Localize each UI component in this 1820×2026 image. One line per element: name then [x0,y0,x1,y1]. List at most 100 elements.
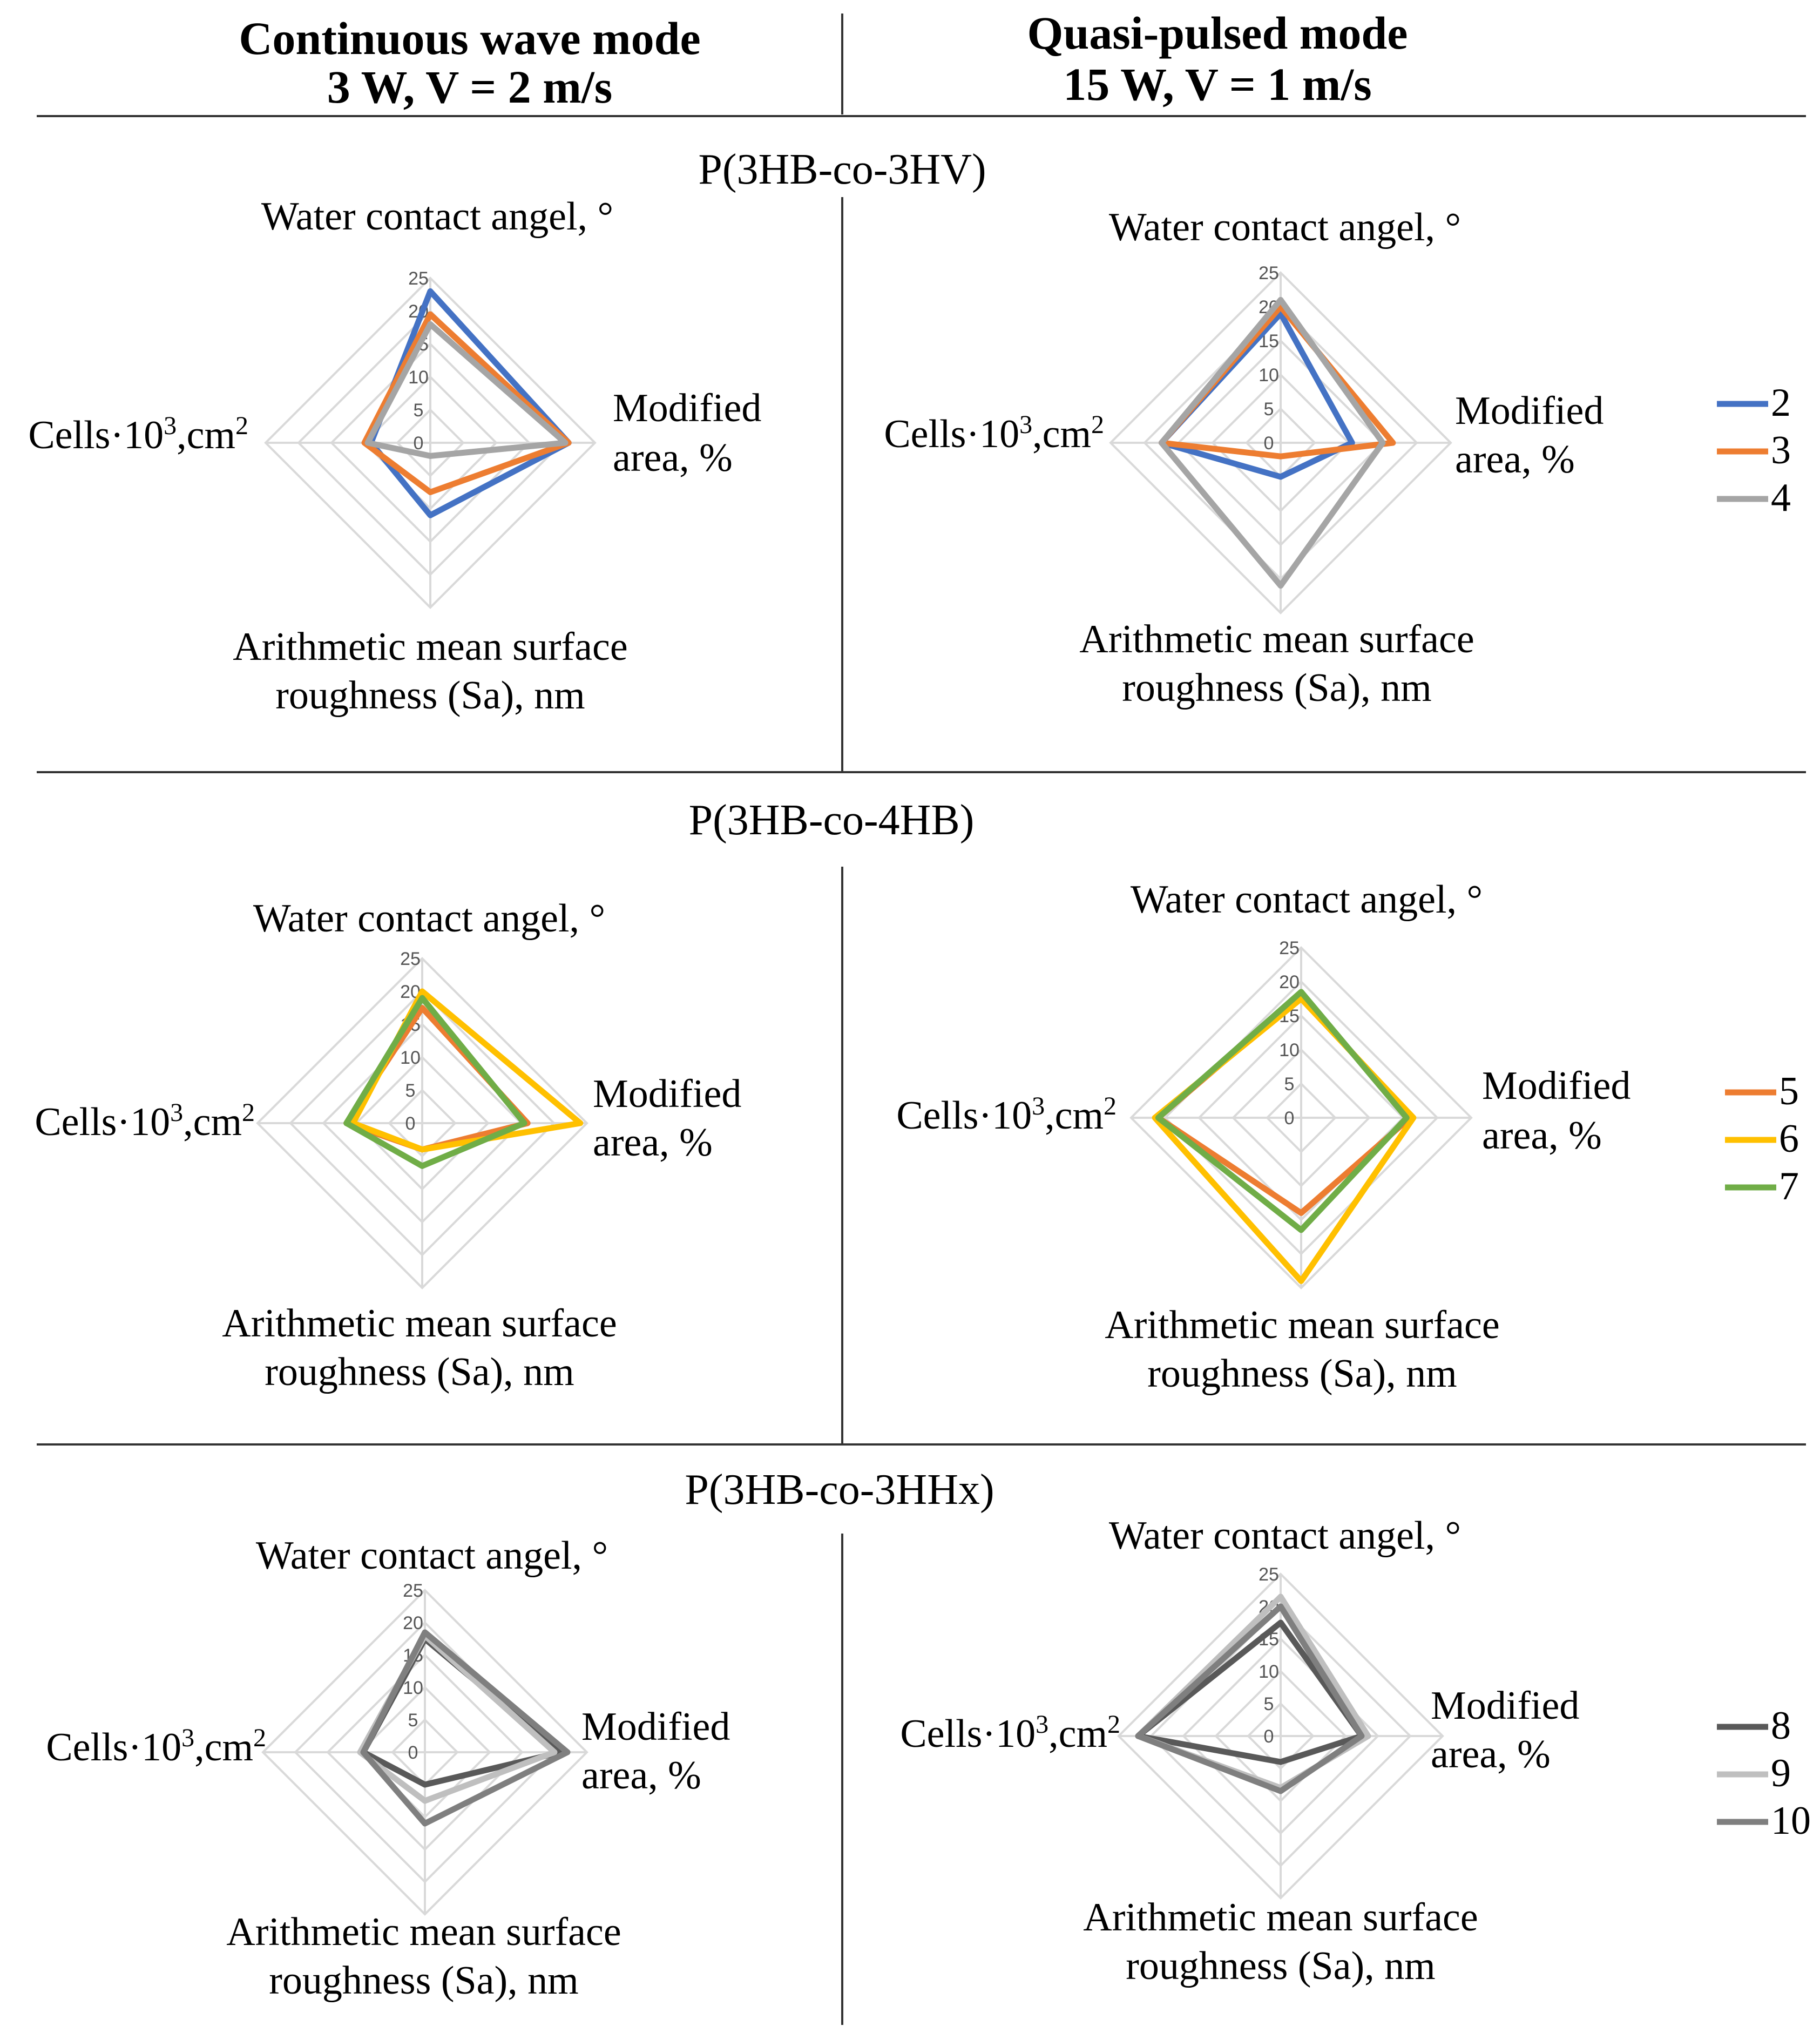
axis-label-water-contact-angle: Water contact angel, ° [1109,1514,1461,1558]
tick-label: 20 [1279,972,1300,992]
tick-label: 0 [408,1743,418,1763]
legend-label-2: 2 [1771,381,1791,425]
axis-label-roughness-line2: roughness (Sa), nm [1126,1944,1435,1988]
axis-label-roughness-line2: roughness (Sa), nm [1147,1352,1457,1396]
series-6-line [350,988,584,1153]
axis-label-modified-area-line2: area, % [1455,437,1575,482]
axis-label-water-contact-angle: Water contact angel, ° [253,896,605,941]
cells-label-exp: 3 [1036,1710,1048,1739]
series-8-line [1135,1619,1365,1765]
cells-label-unit-exp: 2 [242,1098,255,1127]
legend-label-4: 4 [1771,476,1791,520]
legend-label-5: 5 [1779,1069,1799,1113]
cells-label-unit-exp: 2 [253,1724,266,1752]
axis-label-roughness-line1: Arithmetic mean surface [226,1910,621,1954]
cells-label-unit: ,cm [1048,1712,1107,1756]
left-mode-params: 3 W, V = 2 m/s [327,61,613,113]
tick-label: 5 [1264,1694,1274,1714]
tick-label: 0 [414,433,424,454]
axis-label-cells: Cells·103,cm2 [900,1710,1120,1757]
axis-label-roughness-line1: Arithmetic mean surface [1105,1303,1499,1347]
axis-label-modified-area-line1: Modified [613,386,761,430]
tick-label: 25 [400,949,421,969]
axis-label-water-contact-angle: Water contact angel, ° [256,1534,608,1578]
right-mode-title: Quasi-pulsed mode [1027,7,1408,59]
legend-4hb: 567 [1725,1069,1799,1208]
axis-label-cells: Cells·103,cm2 [896,1092,1117,1138]
left-mode-title: Continuous wave mode [239,12,700,64]
tick-label: 10 [408,367,429,388]
axis-label-modified-area-line2: area, % [1482,1113,1602,1158]
axis-label-roughness-line2: roughness (Sa), nm [269,1959,578,2003]
axis-label-roughness-line2: roughness (Sa), nm [275,673,585,718]
tick-label: 20 [403,1613,423,1633]
tick-label: 25 [1259,263,1279,283]
tick-label: 25 [408,268,429,289]
series-10-line [1135,1603,1365,1794]
axis-label-modified-area-line2: area, % [581,1753,701,1798]
tick-label: 10 [403,1678,423,1698]
axis-label-cells: Cells·103,cm2 [35,1098,255,1145]
cells-label-exp: 3 [170,1098,183,1127]
series-7-line [343,995,527,1169]
cells-label-base: Cells·10 [28,413,164,457]
series-4-line [1159,296,1386,589]
tick-label: 5 [408,1710,418,1731]
cells-label-exp: 3 [1019,410,1032,439]
panel-6-axis-labels: Water contact angel, ° Modified area, % … [900,1514,1579,1988]
cells-label-base: Cells·10 [46,1725,181,1770]
series-7-line [1155,989,1410,1233]
axis-label-roughness-line2: roughness (Sa), nm [265,1350,574,1394]
axis-label-modified-area-line1: Modified [1455,389,1604,433]
axis-label-modified-area-line2: area, % [613,436,733,480]
legend-label-3: 3 [1771,428,1791,472]
axis-label-cells: Cells·103,cm2 [884,410,1104,457]
section-title-4hb: P(3HB-co-4HB) [689,796,975,844]
cells-label-unit: ,cm [177,413,235,457]
cells-label-exp: 3 [181,1724,194,1752]
axis-label-modified-area-line2: area, % [1431,1732,1551,1777]
tick-label: 0 [1264,1726,1274,1747]
axis-label-water-contact-angle: Water contact angel, ° [1109,205,1461,249]
cells-label-exp: 3 [164,411,177,440]
panel-2-axis-labels: Water contact angel, ° Modified area, % … [884,205,1604,710]
axis-label-modified-area-line1: Modified [1482,1064,1630,1108]
cells-label-base: Cells·10 [896,1093,1032,1138]
series-4-line [364,321,569,459]
right-mode-params: 15 W, V = 1 m/s [1063,58,1372,110]
cells-label-unit: ,cm [1045,1093,1104,1138]
cells-label-base: Cells·10 [900,1712,1036,1756]
tick-label: 0 [405,1113,416,1134]
section-title-3hhx: P(3HB-co-3HHx) [685,1466,994,1514]
tick-label: 10 [1279,1040,1300,1061]
cells-label-unit-exp: 2 [1104,1092,1117,1120]
series-10-line [360,1629,571,1827]
legend-3hv: 234 [1717,381,1791,520]
axis-label-roughness-line1: Arithmetic mean surface [1079,617,1474,661]
axis-label-modified-area-line2: area, % [593,1120,713,1165]
cells-label-unit: ,cm [1032,412,1091,456]
cells-label-exp: 3 [1032,1092,1045,1120]
tick-label: 25 [403,1581,423,1601]
legend-label-9: 9 [1771,1751,1791,1795]
panel-4-axis-labels: Water contact angel, ° Modified area, % … [896,877,1630,1396]
axis-label-roughness-line1: Arithmetic mean surface [222,1301,617,1346]
tick-label: 0 [1284,1108,1295,1129]
axis-label-cells: Cells·103,cm2 [46,1724,266,1770]
panel-3-axis-labels: Water contact angel, ° Modified area, % … [35,896,741,1394]
cells-label-unit: ,cm [194,1725,253,1770]
axis-label-cells: Cells·103,cm2 [28,411,248,458]
legend-label-6: 6 [1779,1117,1799,1161]
cells-label-base: Cells·10 [35,1100,170,1144]
axis-label-modified-area-line1: Modified [1431,1684,1579,1728]
tick-label: 10 [400,1048,421,1068]
cells-label-unit: ,cm [183,1100,242,1144]
legend-label-7: 7 [1779,1164,1799,1208]
tick-label: 25 [1259,1564,1279,1585]
